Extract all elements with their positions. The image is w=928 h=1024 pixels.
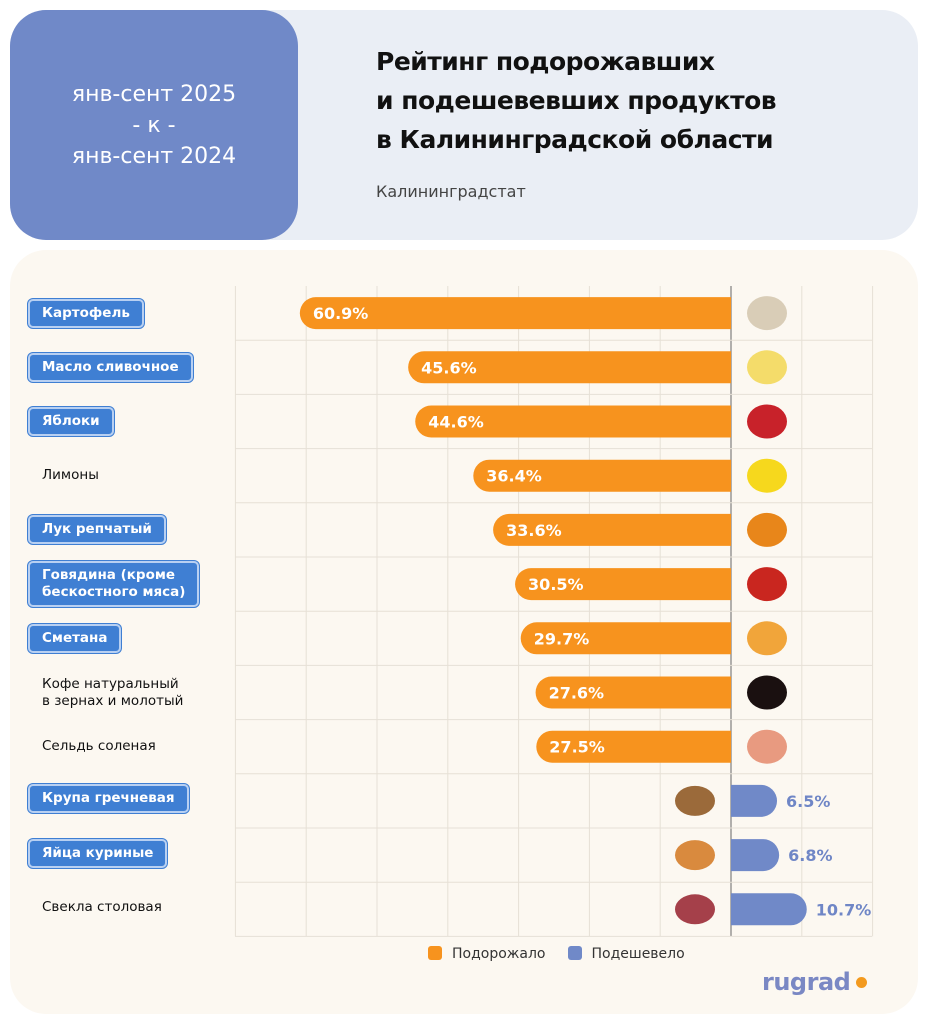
- category-label-text: Сметана: [42, 630, 107, 647]
- logo-text: rugrad: [762, 968, 851, 996]
- category-label: Яблоки: [28, 407, 114, 436]
- data-label: 30.5%: [528, 575, 584, 594]
- data-label: 60.9%: [313, 304, 369, 323]
- canned-meat-icon: [747, 567, 787, 602]
- legend-item-up: Подорожало: [428, 946, 546, 962]
- source-label: Калининградстат: [376, 182, 526, 201]
- period-line2: - к -: [132, 112, 176, 138]
- category-label-line: Кофе натуральный: [42, 675, 179, 692]
- data-label: 27.5%: [549, 738, 605, 757]
- title-line2: и подешевевших продуктов: [376, 86, 777, 115]
- category-label: Свекла столовая: [28, 899, 162, 916]
- apple-icon: [747, 404, 787, 439]
- rugrad-logo: rugrad: [762, 968, 868, 996]
- category-label-text: Свекла столовая: [42, 899, 162, 916]
- data-label: 44.6%: [428, 413, 484, 432]
- bar-up: [473, 459, 731, 492]
- sour-cream-icon: [747, 621, 787, 656]
- category-label-line: Крупа гречневая: [42, 790, 175, 807]
- legend-swatch-up: [428, 946, 442, 960]
- category-label-text: Лук репчатый: [42, 521, 152, 538]
- period-badge: янв-сент 2025 - к - янв-сент 2024: [10, 10, 298, 240]
- onion-icon: [747, 512, 787, 547]
- category-label: Лимоны: [28, 467, 99, 484]
- herring-icon: [747, 729, 787, 764]
- category-label: Кофе натуральный в зернах и молотый: [28, 676, 183, 710]
- data-label: 10.7%: [816, 900, 872, 919]
- legend-item-down: Подешевело: [567, 946, 685, 962]
- data-label: 6.5%: [786, 792, 830, 811]
- category-label: Крупа гречневая: [28, 784, 189, 814]
- category-label: Масло сливочное: [28, 352, 193, 382]
- logo-dot: [856, 977, 868, 988]
- category-label: Говядина (кроме бескостного мяса): [28, 561, 200, 608]
- bar-down: [731, 893, 807, 926]
- category-label-line: Лук репчатый: [42, 521, 152, 538]
- category-label-text: Масло сливочное: [42, 359, 179, 376]
- category-label-line: Масло сливочное: [42, 358, 179, 375]
- category-label: Сметана: [28, 623, 122, 653]
- category-label-text: Сельдь соленая: [42, 738, 156, 755]
- legend-swatch-down: [567, 946, 582, 960]
- category-label-line: бескостного мяса): [42, 584, 186, 601]
- beet-icon: [675, 894, 715, 925]
- data-label: 33.6%: [506, 521, 562, 540]
- bar-up: [493, 513, 731, 546]
- title-line3: в Калининградской области: [376, 125, 774, 154]
- category-label-text: Говядина (кроме бескостного мяса): [42, 567, 185, 601]
- bar-up: [535, 676, 731, 709]
- category-label: Яйца куриные: [28, 838, 168, 868]
- category-label-line: Говядина (кроме: [42, 567, 176, 584]
- coffee-icon: [747, 675, 787, 710]
- legend-label-up: Подорожало: [452, 946, 546, 962]
- bar-up: [408, 351, 731, 384]
- butter-icon: [747, 350, 787, 385]
- bar-down: [731, 839, 780, 872]
- bar-up: [299, 297, 731, 330]
- category-label-line: Сельдь соленая: [42, 738, 156, 755]
- data-label: 29.7%: [534, 629, 590, 648]
- bar-up: [515, 568, 731, 601]
- category-label-text: Кофе натуральный в зернах и молотый: [42, 676, 183, 710]
- category-label-text: Крупа гречневая: [42, 790, 175, 807]
- category-label-line: Яблоки: [42, 413, 100, 429]
- category-label-text: Картофель: [42, 305, 130, 322]
- category-label-line: Свекла столовая: [42, 898, 162, 915]
- category-label-line: в зернах и молотый: [42, 692, 184, 709]
- category-label-text: Лимоны: [42, 467, 99, 484]
- data-label: 45.6%: [421, 358, 477, 377]
- title-line1: Рейтинг подорожавших: [376, 47, 715, 76]
- category-label-text: Яблоки: [42, 413, 100, 430]
- category-label: Лук репчатый: [28, 515, 166, 545]
- bar-down: [731, 784, 778, 817]
- data-label: 6.8%: [788, 846, 832, 865]
- bar-up: [536, 730, 731, 763]
- category-label: Сельдь соленая: [28, 738, 156, 755]
- period-line3: янв-сент 2024: [71, 143, 237, 169]
- page-title: Рейтинг подорожавших и подешевевших прод…: [376, 42, 777, 159]
- category-label-line: Яйца куриные: [42, 844, 154, 861]
- lemon-icon: [747, 458, 787, 493]
- eggs-icon: [675, 840, 715, 871]
- period-line1: янв-сент 2025: [71, 81, 237, 107]
- category-label-text: Яйца куриные: [42, 845, 153, 862]
- bar-up: [520, 622, 731, 655]
- category-label-line: Картофель: [42, 304, 130, 321]
- category-label-line: Лимоны: [42, 467, 99, 484]
- category-label: Картофель: [28, 298, 144, 328]
- data-label: 27.6%: [549, 684, 605, 703]
- bar-up: [415, 405, 731, 438]
- category-label-line: Сметана: [42, 629, 108, 646]
- potato-icon: [747, 296, 787, 331]
- buckwheat-icon: [675, 785, 715, 816]
- data-label: 36.4%: [486, 467, 542, 486]
- legend: Подорожало Подешевело: [428, 946, 685, 962]
- legend-label-down: Подешевело: [591, 946, 685, 962]
